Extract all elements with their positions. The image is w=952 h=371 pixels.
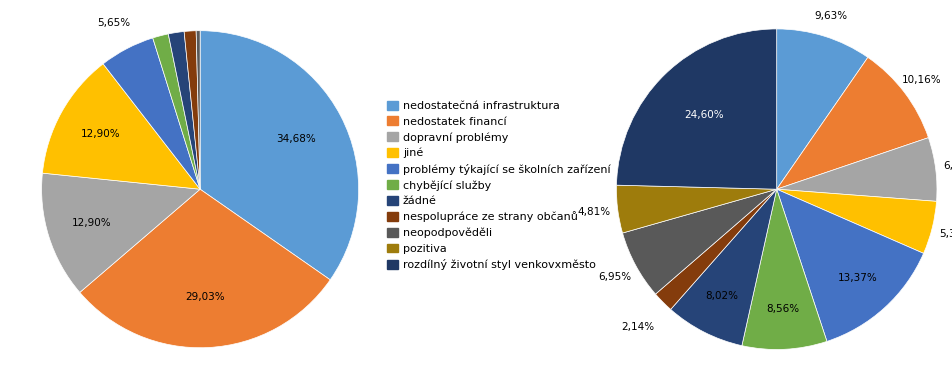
Text: 5,65%: 5,65% <box>97 19 130 29</box>
Wedge shape <box>200 31 358 280</box>
Wedge shape <box>616 29 776 189</box>
Text: 6,42%: 6,42% <box>942 161 952 171</box>
Title: 2013: 2013 <box>737 0 815 6</box>
Wedge shape <box>184 31 200 189</box>
Wedge shape <box>103 38 200 189</box>
Wedge shape <box>622 189 776 294</box>
Text: 10,16%: 10,16% <box>901 75 940 85</box>
Wedge shape <box>152 34 200 189</box>
Wedge shape <box>169 32 200 189</box>
Wedge shape <box>776 189 936 253</box>
Text: 2,14%: 2,14% <box>621 322 654 332</box>
Text: 6,95%: 6,95% <box>597 272 630 282</box>
Text: 24,60%: 24,60% <box>684 109 723 119</box>
Wedge shape <box>616 185 776 233</box>
Text: 34,68%: 34,68% <box>275 134 315 144</box>
Wedge shape <box>776 29 867 189</box>
Text: 12,90%: 12,90% <box>81 129 120 139</box>
Wedge shape <box>196 31 200 189</box>
Text: 8,56%: 8,56% <box>765 304 799 314</box>
Text: 13,37%: 13,37% <box>837 273 877 283</box>
Text: 12,90%: 12,90% <box>71 219 111 228</box>
Title: 2004: 2004 <box>161 0 239 6</box>
Wedge shape <box>80 189 329 348</box>
Wedge shape <box>670 189 776 346</box>
Wedge shape <box>741 189 826 349</box>
Text: 29,03%: 29,03% <box>186 292 225 302</box>
Wedge shape <box>776 138 936 201</box>
Text: 5,35%: 5,35% <box>938 229 952 239</box>
Legend: nedostatečná infrastruktura, nedostatek financí, dopravní problémy, jiné, problé: nedostatečná infrastruktura, nedostatek … <box>387 101 610 270</box>
Wedge shape <box>42 173 200 292</box>
Text: 8,02%: 8,02% <box>704 291 738 301</box>
Wedge shape <box>776 58 927 189</box>
Text: 4,81%: 4,81% <box>577 207 609 217</box>
Text: 9,63%: 9,63% <box>813 12 846 21</box>
Wedge shape <box>776 189 922 341</box>
Wedge shape <box>43 64 200 189</box>
Wedge shape <box>655 189 776 309</box>
